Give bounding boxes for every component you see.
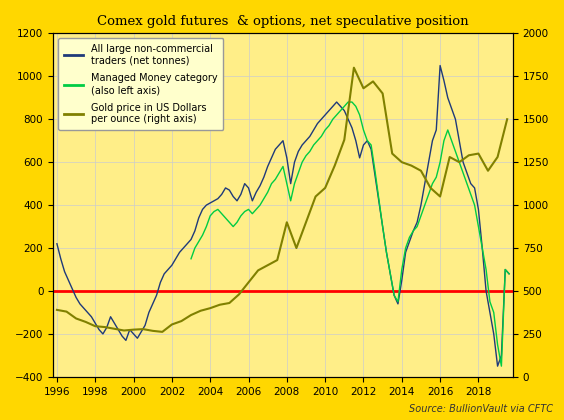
Title: Comex gold futures  & options, net speculative position: Comex gold futures & options, net specul… bbox=[97, 15, 469, 28]
Legend: All large non-commercial
traders (net tonnes), Managed Money category
(also left: All large non-commercial traders (net to… bbox=[58, 38, 223, 130]
Text: Source: BullionVault via CFTC: Source: BullionVault via CFTC bbox=[409, 404, 553, 414]
